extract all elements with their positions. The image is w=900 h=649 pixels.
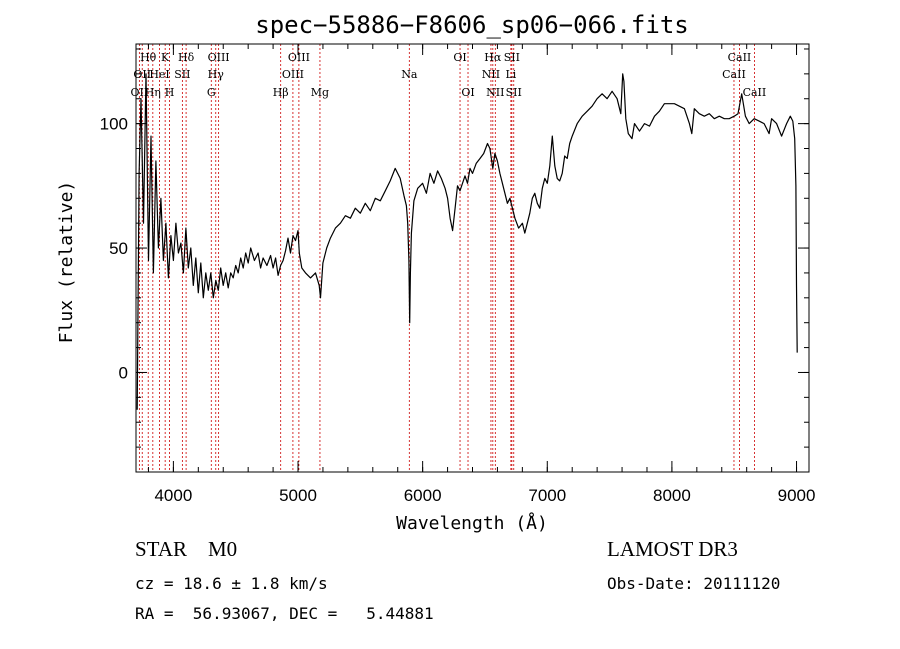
x-tick-label: 8000: [653, 486, 691, 505]
ra-dec-coordinates: RA = 56.93067, DEC = 5.44881: [135, 604, 434, 623]
spectral-line-labels: OII OII Hθ Hη HeI K H SII Hδ G Hγ OIII Hβ OIII OIII Mg N…: [131, 51, 767, 99]
line-label-22: Li: [505, 68, 516, 81]
line-label-17: OI: [453, 51, 466, 64]
y-tick-label: 0: [119, 363, 128, 382]
line-label-6: H: [165, 86, 175, 99]
line-label-18: OI: [461, 86, 474, 99]
line-label-7: SII: [174, 68, 190, 81]
y-axis-label: Flux (relative): [56, 181, 77, 344]
line-label-9: G: [207, 86, 216, 99]
y-tick-label: 100: [100, 115, 128, 134]
line-label-19: NII: [482, 68, 500, 81]
x-tick-label: 7000: [528, 486, 566, 505]
line-label-11: OIII: [208, 51, 230, 64]
line-label-4: HeI: [149, 68, 169, 81]
x-axis-label: Wavelength (Å): [396, 512, 548, 534]
x-tick-label: 5000: [279, 486, 317, 505]
chart-title: spec−55886−F8606_sp06−066.fits: [255, 11, 688, 39]
survey-name: LAMOST DR3: [607, 537, 738, 561]
line-label-15: Mg: [311, 86, 329, 99]
line-label-13: OIII: [282, 68, 304, 81]
line-label-8: Hδ: [178, 51, 195, 64]
spectrum-chart: spec−55886−F8606_sp06−066.fits OII OII Hθ H…: [56, 11, 816, 534]
object-class: STAR M0: [135, 537, 238, 561]
plot-frame: [135, 43, 810, 473]
line-label-25: CaII: [722, 68, 746, 81]
line-label-26: CaII: [728, 51, 752, 64]
line-label-21: NII: [486, 86, 504, 99]
line-label-16: Na: [401, 68, 418, 81]
x-tick-label: 4000: [154, 486, 192, 505]
line-label-27: CaII: [743, 86, 767, 99]
line-label-2: Hθ: [140, 51, 157, 64]
line-label-12: Hβ: [273, 86, 289, 99]
x-tick-label: 9000: [778, 486, 816, 505]
spectrum-line: [136, 73, 798, 410]
line-label-0: OII: [131, 86, 149, 99]
line-label-10: Hγ: [208, 68, 225, 81]
spectral-line-markers: [138, 44, 755, 472]
y-axis: 0 50 100: [100, 48, 809, 448]
x-axis: 4000 5000 6000 7000 8000 9000: [147, 44, 816, 505]
observation-date: Obs-Date: 20111120: [607, 574, 781, 593]
line-label-23: SII: [504, 51, 520, 64]
x-tick-label: 6000: [404, 486, 442, 505]
line-label-1: OII: [133, 68, 151, 81]
line-label-5: K: [161, 51, 170, 64]
y-tick-label: 50: [109, 239, 128, 258]
redshift-cz: cz = 18.6 ± 1.8 km/s: [135, 574, 328, 593]
line-label-20: Hα: [484, 51, 502, 64]
line-label-24: SII: [506, 86, 522, 99]
line-label-14: OIII: [288, 51, 310, 64]
line-label-3: Hη: [145, 86, 161, 99]
